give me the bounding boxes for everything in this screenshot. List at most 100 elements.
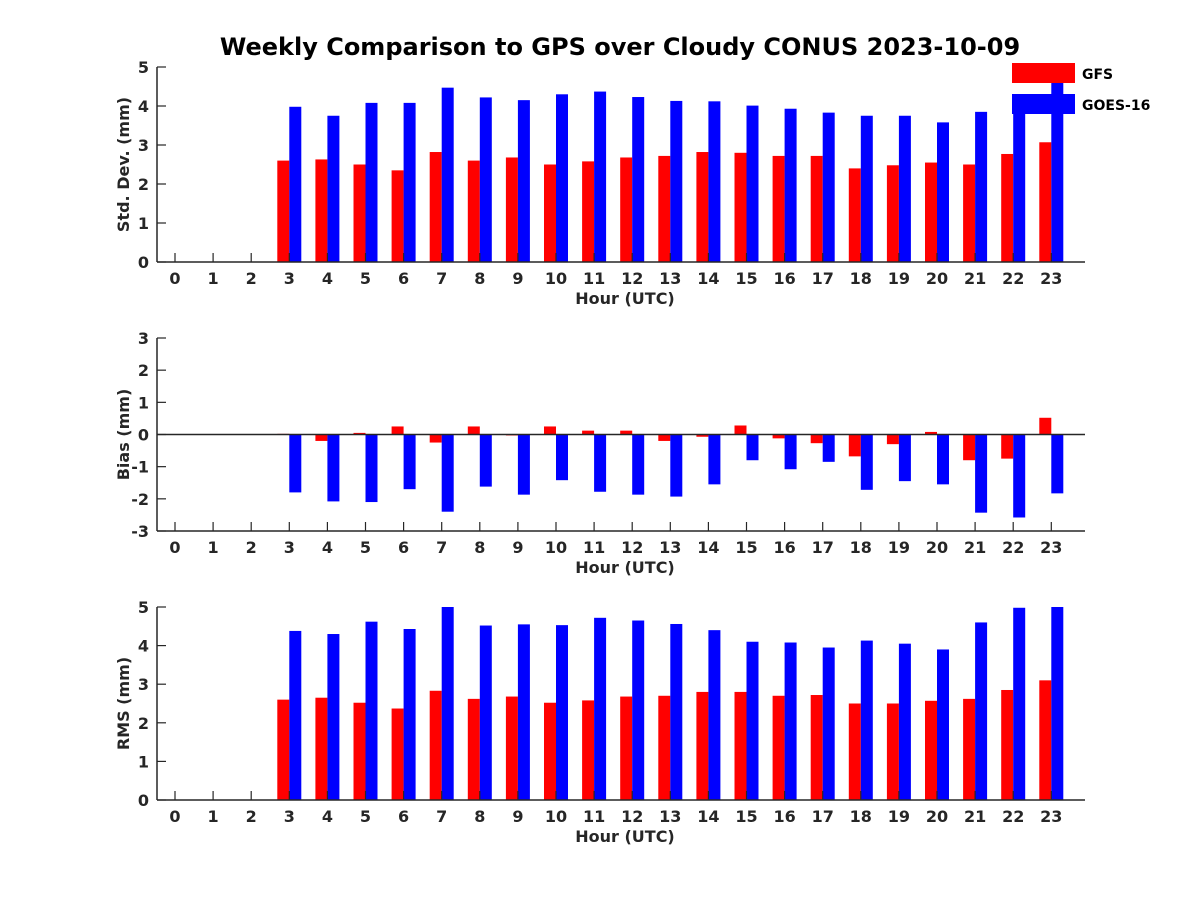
bar-gfs-hour-9 (505, 696, 518, 800)
x-tick-label: 15 (735, 807, 757, 826)
x-tick-label: 9 (512, 538, 523, 557)
bar-gfs-hour-18 (848, 434, 861, 457)
bar-goes-16-hour-13 (670, 623, 683, 800)
bar-gfs-hour-19 (886, 165, 899, 262)
bar-gfs-hour-18 (848, 168, 861, 262)
x-tick-label: 12 (621, 538, 643, 557)
bar-goes-16-hour-8 (479, 625, 492, 800)
x-tick-label: 16 (773, 269, 795, 288)
bar-goes-16-hour-8 (479, 434, 492, 487)
y-axis-label: RMS (mm) (114, 657, 133, 750)
bar-goes-16-hour-11 (594, 434, 607, 492)
x-tick-label: 14 (697, 269, 719, 288)
x-tick-label: 21 (964, 538, 986, 557)
bar-gfs-hour-4 (315, 434, 328, 441)
bar-gfs-hour-19 (886, 703, 899, 800)
bar-goes-16-hour-3 (289, 630, 302, 800)
bar-gfs-hour-23 (1039, 142, 1052, 262)
x-axis-label: Hour (UTC) (575, 289, 675, 308)
x-tick-label: 18 (850, 538, 872, 557)
bar-gfs-hour-4 (315, 697, 328, 800)
x-tick-label: 14 (697, 538, 719, 557)
x-axis-label: Hour (UTC) (575, 558, 675, 577)
x-tick-label: 6 (398, 269, 409, 288)
bar-gfs-hour-8 (467, 426, 480, 435)
y-tick-label: 5 (138, 58, 149, 77)
bar-goes-16-hour-20 (937, 122, 949, 262)
x-tick-label: 4 (322, 807, 333, 826)
y-tick-label: 1 (138, 393, 149, 412)
bar-goes-16-hour-16 (784, 642, 797, 800)
x-tick-label: 4 (322, 538, 333, 557)
bar-goes-16-hour-10 (556, 94, 568, 262)
x-tick-label: 7 (436, 807, 447, 826)
bar-goes-16-hour-14 (708, 101, 721, 262)
x-tick-label: 3 (284, 807, 295, 826)
x-tick-label: 17 (812, 807, 834, 826)
bar-goes-16-hour-4 (327, 434, 340, 502)
bar-goes-16-hour-4 (327, 634, 340, 800)
x-tick-label: 3 (284, 269, 295, 288)
bar-gfs-hour-4 (315, 159, 328, 262)
bar-goes-16-hour-19 (898, 434, 911, 482)
bar-gfs-hour-9 (505, 157, 518, 262)
x-tick-label: 16 (773, 807, 795, 826)
x-tick-label: 19 (888, 538, 910, 557)
x-tick-label: 2 (246, 269, 257, 288)
bar-goes-16-hour-21 (975, 434, 988, 513)
x-tick-label: 11 (583, 269, 605, 288)
bar-gfs-hour-18 (848, 703, 861, 800)
bar-gfs-hour-8 (467, 698, 480, 800)
bar-gfs-hour-20 (925, 431, 937, 435)
bar-goes-16-hour-4 (327, 115, 340, 262)
y-tick-label: -3 (131, 522, 149, 541)
x-tick-label: 1 (208, 538, 219, 557)
x-tick-label: 23 (1040, 269, 1062, 288)
y-axis-label: Std. Dev. (mm) (114, 97, 133, 232)
bar-gfs-hour-15 (734, 425, 747, 435)
bar-gfs-hour-11 (582, 700, 595, 800)
bar-gfs-hour-13 (658, 434, 671, 441)
bar-gfs-hour-5 (353, 432, 366, 435)
y-tick-label: 5 (138, 598, 149, 617)
bar-gfs-hour-22 (1001, 153, 1014, 262)
y-tick-label: 3 (138, 675, 149, 694)
bar-gfs-hour-16 (772, 155, 785, 262)
x-tick-label: 20 (926, 807, 948, 826)
x-tick-label: 17 (812, 538, 834, 557)
x-tick-label: 13 (659, 269, 681, 288)
y-tick-label: 2 (138, 714, 149, 733)
bar-gfs-hour-14 (696, 434, 709, 437)
bar-goes-16-hour-20 (937, 434, 949, 485)
y-tick-label: 2 (138, 175, 149, 194)
y-tick-label: 3 (138, 329, 149, 348)
x-tick-label: 8 (474, 538, 485, 557)
x-tick-label: 21 (964, 807, 986, 826)
bar-goes-16-hour-7 (441, 607, 454, 800)
bar-goes-16-hour-10 (556, 434, 568, 481)
bar-goes-16-hour-5 (365, 434, 378, 503)
y-tick-label: -1 (131, 458, 149, 477)
x-tick-label: 20 (926, 269, 948, 288)
x-tick-label: 9 (512, 269, 523, 288)
bar-gfs-hour-23 (1039, 680, 1052, 800)
bar-gfs-hour-5 (353, 702, 366, 800)
bar-goes-16-hour-15 (746, 105, 759, 262)
bar-gfs-hour-6 (391, 708, 404, 800)
bar-goes-16-hour-6 (403, 434, 416, 490)
bar-gfs-hour-5 (353, 164, 366, 262)
x-tick-label: 8 (474, 269, 485, 288)
x-tick-label: 0 (169, 807, 180, 826)
x-tick-label: 10 (545, 269, 567, 288)
y-tick-label: 4 (138, 97, 149, 116)
bar-gfs-hour-13 (658, 695, 671, 800)
x-tick-label: 1 (208, 269, 219, 288)
bar-gfs-hour-16 (772, 434, 785, 439)
bar-gfs-hour-21 (963, 698, 976, 800)
bar-gfs-hour-20 (925, 162, 937, 262)
x-tick-label: 5 (360, 269, 371, 288)
x-tick-label: 0 (169, 538, 180, 557)
bar-goes-16-hour-22 (1013, 434, 1026, 518)
